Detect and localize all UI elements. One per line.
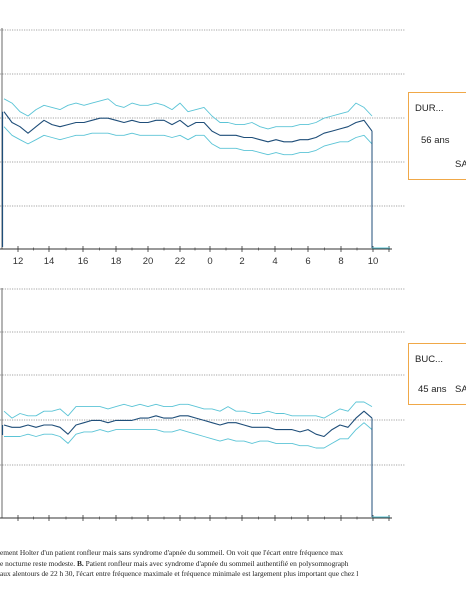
series-min	[4, 422, 373, 449]
series-min	[3, 126, 373, 156]
chart-a: 12 14 16 18 20 22 0 2 4 6 8 10	[0, 28, 405, 267]
series-max	[3, 98, 373, 130]
x-tick-label: 18	[111, 256, 122, 267]
figure-caption: ement Holter d'un patient ronfleur mais …	[0, 548, 466, 580]
patient-tag-b: SAS	[455, 384, 466, 395]
patient-tag-a: SAS	[455, 159, 466, 170]
caption-line-1: ement Holter d'un patient ronfleur mais …	[0, 548, 344, 557]
series-line-max	[3, 401, 373, 419]
series-line-max	[3, 98, 373, 130]
x-tick-label: 0	[207, 256, 212, 267]
chart-panel-a: 12 14 16 18 20 22 0 2 4 6 8 10 DUR... 56 ans SAS	[0, 0, 466, 270]
x-tick-label: 6	[305, 256, 310, 267]
x-tick-label: 4	[272, 256, 277, 267]
caption-label-b: B.	[76, 558, 84, 568]
patient-age-b: 45 ans	[418, 384, 447, 395]
x-tick-label: 8	[338, 256, 343, 267]
x-tick-label: 10	[368, 256, 379, 267]
x-tick-label: 2	[239, 256, 244, 267]
x-tick-label: 22	[175, 256, 186, 267]
x-tick-label: 20	[143, 256, 154, 267]
series-line-mean	[3, 410, 373, 438]
series-line-mean	[3, 111, 373, 143]
series-mean	[3, 111, 373, 143]
series-max	[3, 401, 373, 419]
caption-line-2c: Patient ronfleur mais avec syndrome d'ap…	[83, 558, 349, 568]
x-tick-label: 12	[13, 256, 24, 267]
caption-line-3: aux alentours de 22 h 30, l'écart entre …	[0, 569, 359, 578]
caption-line-2a: e nocturne reste modeste.	[0, 558, 77, 568]
patient-name-b: BUC...	[415, 354, 443, 365]
patient-info-box-b: BUC... 45 ans SAS	[408, 343, 466, 405]
series-line-min	[3, 126, 373, 156]
series-line-min	[4, 422, 373, 449]
x-tick-label: 14	[44, 256, 55, 267]
series-mean	[3, 410, 373, 438]
x-tick-label: 16	[78, 256, 89, 267]
caption-line-2: e nocturne reste modeste. B. Patient ron…	[0, 559, 466, 570]
patient-age-a: 56 ans	[421, 135, 450, 146]
patient-info-box-a: DUR... 56 ans SAS	[408, 92, 466, 180]
patient-name-a: DUR...	[415, 103, 444, 114]
